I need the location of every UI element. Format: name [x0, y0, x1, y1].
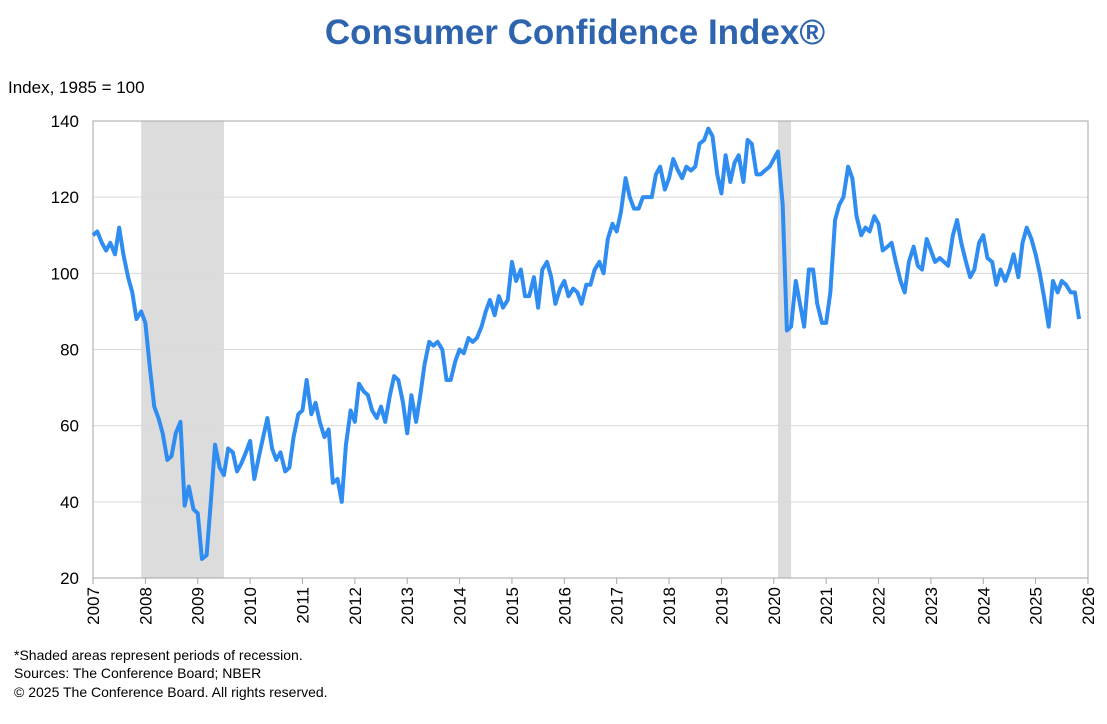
x-tick-label: 2026 [1079, 587, 1098, 625]
x-tick-label: 2020 [765, 587, 784, 625]
x-tick-label: 2021 [817, 587, 836, 625]
x-tick-label: 2024 [974, 587, 993, 625]
y-axis-label: Index, 1985 = 100 [8, 78, 145, 97]
plot-frame [92, 120, 1089, 579]
x-tick-label: 2017 [608, 587, 627, 625]
footnote: Sources: The Conference Board; NBER [14, 665, 261, 681]
x-tick-label: 2025 [1027, 587, 1046, 625]
y-tick-label: 60 [60, 417, 79, 436]
x-tick-label: 2015 [503, 587, 522, 625]
x-tick-label: 2016 [555, 587, 574, 625]
x-tick-label: 2008 [136, 587, 155, 625]
y-tick-label: 100 [51, 264, 79, 283]
y-tick-label: 40 [60, 493, 79, 512]
x-tick-label: 2014 [451, 587, 470, 625]
footnote: *Shaded areas represent periods of reces… [14, 647, 303, 663]
y-tick-label: 20 [60, 569, 79, 588]
y-tick-label: 140 [51, 112, 79, 131]
x-tick-label: 2023 [922, 587, 941, 625]
x-tick-label: 2019 [712, 587, 731, 625]
x-tick-label: 2010 [241, 587, 260, 625]
x-tick-label: 2009 [189, 587, 208, 625]
x-tick-label: 2007 [84, 587, 103, 625]
data-line [91, 126, 1082, 561]
footnote: © 2025 The Conference Board. All rights … [14, 684, 328, 700]
x-tick-label: 2013 [398, 587, 417, 625]
y-tick-label: 80 [60, 341, 79, 360]
x-tick-label: 2018 [660, 587, 679, 625]
y-tick-label: 120 [51, 188, 79, 207]
x-tick-label: 2011 [293, 587, 312, 624]
x-tick-label: 2012 [346, 587, 365, 625]
chart-title: Consumer Confidence Index® [325, 13, 826, 52]
x-tick-label: 2022 [870, 587, 889, 625]
